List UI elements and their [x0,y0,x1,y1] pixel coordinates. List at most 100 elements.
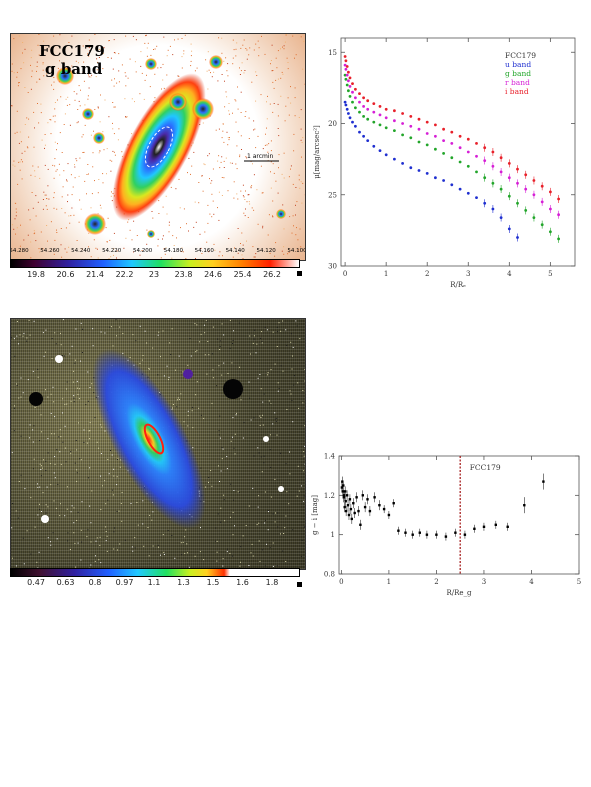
noise-pixel [133,220,135,222]
noise-pixel [196,324,198,326]
noise-pixel [303,40,305,42]
data-point-g-band [366,117,370,121]
noise-pixel [234,453,236,455]
noise-pixel [260,388,262,390]
noise-pixel [50,413,52,414]
noise-pixel [108,258,110,260]
noise-pixel [201,175,203,177]
data-point-r-band [540,200,544,204]
noise-pixel [20,474,22,476]
noise-pixel [46,73,47,75]
data-point-i-band [393,109,396,113]
noise-pixel [30,497,32,499]
noise-pixel [134,101,135,103]
data-point-u-band [347,112,350,115]
noise-pixel [294,57,295,59]
noise-pixel [304,445,305,447]
noise-pixel [258,55,260,57]
noise-pixel [76,520,78,521]
data-point-g-band [507,194,511,198]
noise-pixel [277,115,279,117]
noise-pixel [31,192,33,193]
ra-tick-label: 54.220 [102,248,122,254]
noise-pixel [98,152,100,154]
noise-pixel [180,250,182,252]
noise-pixel [141,359,143,361]
noise-pixel [152,217,154,219]
colorbar-tick-label: 20.6 [56,270,75,279]
noise-pixel [272,70,274,71]
noise-pixel [234,525,235,527]
noise-pixel [64,248,66,250]
noise-pixel [217,207,218,209]
noise-pixel [294,97,296,99]
noise-pixel [280,452,281,454]
noise-pixel [303,455,305,457]
noise-pixel [260,165,262,167]
noise-pixel [83,61,85,63]
noise-pixel [110,326,112,328]
noise-pixel [289,451,290,453]
noise-pixel [243,39,245,41]
noise-pixel [275,512,276,514]
noise-pixel [225,91,227,93]
data-point-u-band [483,201,487,205]
noise-pixel [206,241,208,243]
noise-pixel [272,331,274,333]
noise-pixel [191,406,193,408]
noise-pixel [77,109,79,110]
noise-pixel [235,163,237,165]
noise-pixel [38,248,40,250]
noise-pixel [258,47,260,49]
data-point [359,523,362,526]
noise-pixel [203,559,205,561]
noise-pixel [33,320,35,322]
data-point [397,529,400,532]
noise-pixel [68,42,70,43]
colorbar-tick-label: 0.97 [115,578,134,587]
noise-pixel [162,235,164,237]
data-point-g-band [532,216,536,220]
noise-pixel [81,541,83,543]
x-tick-label: 0 [343,270,347,278]
noise-pixel [249,397,251,399]
noise-pixel [243,196,245,198]
data-point-r-band [393,119,396,123]
noise-pixel [295,54,297,56]
noise-pixel [178,399,180,400]
data-point [341,480,344,483]
noise-pixel [228,103,230,104]
noise-pixel [44,351,46,353]
data-point [463,533,467,536]
noise-pixel [218,128,220,130]
noise-pixel [196,67,198,69]
noise-pixel [263,462,265,464]
data-point-u-band [358,130,361,134]
noise-pixel [259,415,261,417]
data-point [382,507,386,511]
colorbar-tick-label: 1.1 [147,578,161,587]
noise-pixel [302,390,304,391]
noise-pixel [70,452,72,454]
data-point [506,525,509,528]
noise-pixel [59,132,61,134]
data-point-i-band [362,96,365,100]
noise-pixel [282,370,284,372]
noise-pixel [277,128,279,129]
noise-pixel [195,351,197,353]
noise-pixel [79,199,81,201]
data-point-r-band [384,116,388,120]
noise-pixel [233,447,235,449]
noise-pixel [52,532,54,534]
noise-pixel [267,374,269,376]
colorbar-tick-label: 24.6 [204,270,222,279]
noise-pixel [207,222,209,224]
noise-pixel [218,191,220,193]
noise-pixel [11,557,13,559]
noise-pixel [168,379,169,381]
noise-pixel [152,545,154,547]
noise-pixel [204,332,206,334]
data-point-u-band [475,196,478,200]
noise-pixel [78,388,80,390]
noise-pixel [181,56,183,58]
